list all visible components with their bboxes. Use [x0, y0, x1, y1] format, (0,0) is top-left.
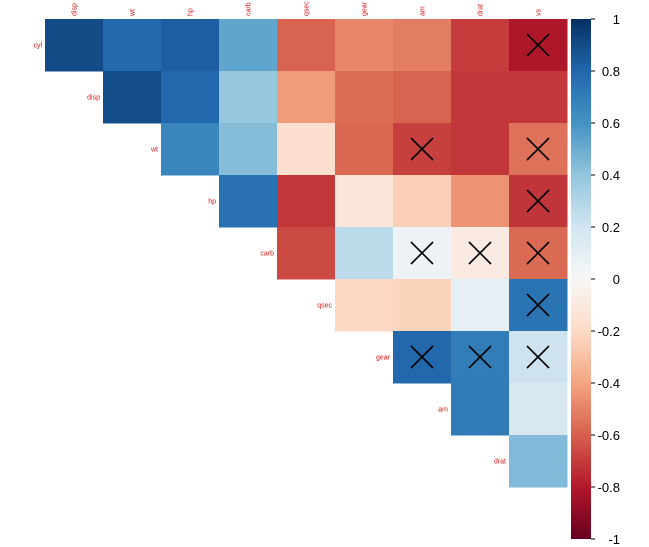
colorbar-tick-label: 0 — [613, 272, 620, 287]
colorbar — [571, 19, 591, 539]
heatmap-cell-cyl-hp — [161, 19, 220, 72]
colorbar-ticks: 1 0.8 0.6 0.4 0.2 0 -0.2 -0.4 -0.6 -0.8 -1 — [591, 12, 620, 547]
colorbar-tick-label: -0.6 — [598, 428, 620, 443]
heatmap-cell-disp-hp — [161, 71, 220, 124]
colorbar-tick-label: -0.2 — [598, 324, 620, 339]
cross-mark-cyl-vs — [526, 33, 550, 57]
row-label-hp: hp — [208, 199, 216, 206]
column-label-wt: wt — [130, 9, 137, 17]
column-label-disp: disp — [72, 3, 79, 16]
cross-mark-wt-vs — [526, 137, 550, 161]
row-label-qsec: qsec — [317, 303, 332, 310]
heatmap-cells — [45, 19, 568, 488]
heatmap-cell-disp-wt — [103, 71, 162, 124]
heatmap-cell-wt-hp — [161, 123, 220, 176]
cross-mark-gear-drat — [468, 345, 492, 369]
heatmap-cell-qsec-drat — [451, 279, 510, 332]
heatmap-cell-carb-qsec — [277, 227, 336, 280]
heatmap-cell-cyl-gear — [335, 19, 394, 72]
column-labels: disp wt hp carb qsec gear am drat vs — [72, 1, 543, 17]
heatmap-cell-cyl-carb — [219, 19, 278, 72]
colorbar-tick-label: -0.4 — [598, 376, 620, 391]
heatmap-cell-drat-vs — [509, 435, 568, 488]
cross-mark-carb-vs — [526, 241, 550, 265]
heatmap-cell-cyl-drat — [451, 19, 510, 72]
heatmap-cell-hp-qsec — [277, 175, 336, 228]
colorbar-tick-label: 0.6 — [602, 116, 620, 131]
heatmap-cell-carb-gear — [335, 227, 394, 280]
insignificance-crosses — [410, 33, 550, 369]
heatmap-cell-wt-gear — [335, 123, 394, 176]
heatmap-cell-am-vs — [509, 383, 568, 436]
heatmap-cell-disp-drat — [451, 71, 510, 124]
column-label-vs: vs — [536, 9, 543, 17]
colorbar-gradient — [571, 19, 591, 539]
heatmap-cell-disp-carb — [219, 71, 278, 124]
heatmap-cell-am-drat — [451, 383, 510, 436]
row-label-carb: carb — [260, 251, 274, 258]
column-label-gear: gear — [362, 1, 369, 16]
heatmap-cell-qsec-am — [393, 279, 452, 332]
colorbar-tick-label: 0.8 — [602, 64, 620, 79]
row-label-disp: disp — [87, 95, 100, 102]
colorbar-tick-label: 1 — [613, 12, 620, 27]
heatmap-cell-disp-vs — [509, 71, 568, 124]
row-label-cyl: cyl — [33, 43, 42, 50]
cross-mark-gear-vs — [526, 345, 550, 369]
cross-mark-wt-am — [410, 137, 434, 161]
cross-mark-carb-am — [410, 241, 434, 265]
colorbar-tick-label: 0.2 — [602, 220, 620, 235]
column-label-carb: carb — [246, 2, 253, 16]
heatmap-cell-wt-drat — [451, 123, 510, 176]
heatmap-cell-cyl-wt — [103, 19, 162, 72]
heatmap-cell-cyl-am — [393, 19, 452, 72]
row-label-gear: gear — [376, 355, 391, 362]
heatmap-cell-cyl-qsec — [277, 19, 336, 72]
column-label-qsec: qsec — [304, 1, 311, 16]
colorbar-tick-label: -0.8 — [598, 480, 620, 495]
cross-mark-qsec-vs — [526, 293, 550, 317]
heatmap-cell-wt-carb — [219, 123, 278, 176]
heatmap-cell-disp-am — [393, 71, 452, 124]
heatmap-cell-wt-qsec — [277, 123, 336, 176]
row-label-wt: wt — [150, 147, 158, 154]
heatmap-cell-hp-am — [393, 175, 452, 228]
heatmap-cell-disp-qsec — [277, 71, 336, 124]
colorbar-tick-label: 0.4 — [602, 168, 620, 183]
heatmap-cell-disp-gear — [335, 71, 394, 124]
row-label-drat: drat — [494, 459, 506, 466]
heatmap-cell-hp-drat — [451, 175, 510, 228]
heatmap-cell-hp-carb — [219, 175, 278, 228]
cross-mark-carb-drat — [468, 241, 492, 265]
heatmap-cell-hp-gear — [335, 175, 394, 228]
column-label-hp: hp — [188, 8, 195, 16]
column-label-drat: drat — [478, 4, 485, 16]
row-label-am: am — [438, 407, 448, 414]
column-label-am: am — [420, 6, 427, 16]
heatmap-cell-cyl-disp — [45, 19, 104, 72]
cross-mark-hp-vs — [526, 189, 550, 213]
row-labels: cyl disp wt hp carb qsec gear am drat — [33, 43, 506, 466]
heatmap-cell-qsec-gear — [335, 279, 394, 332]
colorbar-tick-label: -1 — [608, 532, 620, 547]
cross-mark-gear-am — [410, 345, 434, 369]
